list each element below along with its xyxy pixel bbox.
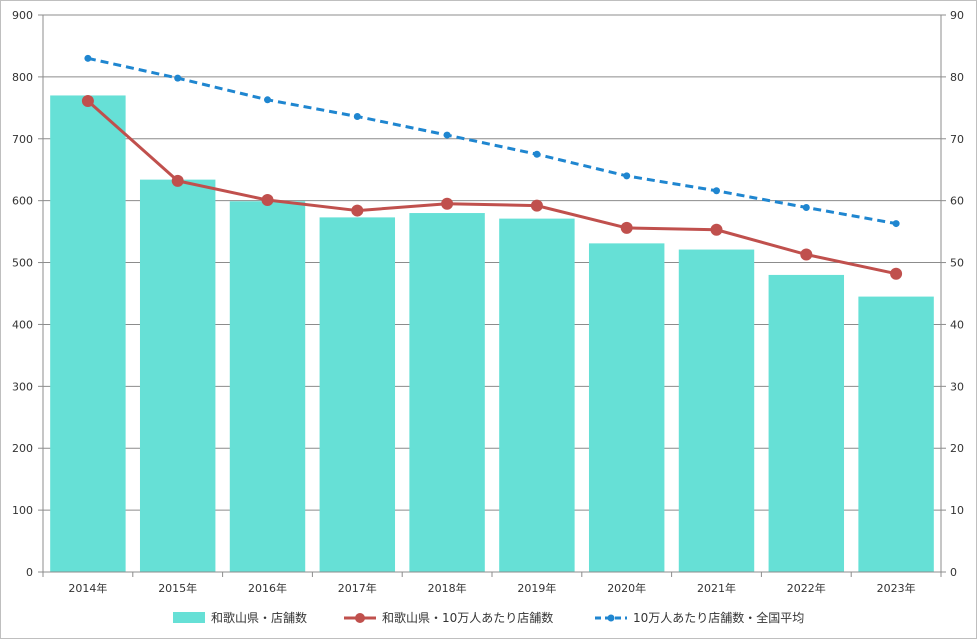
x-tick-label: 2021年 <box>697 581 736 595</box>
line-point <box>802 203 810 211</box>
bar <box>50 95 126 572</box>
y-left-tick-label: 400 <box>12 318 33 331</box>
y-left-tick-label: 800 <box>12 71 33 84</box>
x-tick-label: 2019年 <box>517 581 556 595</box>
legend-label: 10万人あたり店舗数・全国平均 <box>633 610 804 625</box>
x-tick-label: 2023年 <box>877 581 916 595</box>
line-series <box>81 54 903 280</box>
y-right-tick-label: 20 <box>950 442 964 455</box>
y-left-tick-label: 500 <box>12 257 33 270</box>
y-right-tick-label: 10 <box>950 504 964 517</box>
y-left-tick-label: 900 <box>12 9 33 22</box>
legend-label: 和歌山県・店舗数 <box>211 610 307 625</box>
line-point <box>351 204 364 217</box>
y-right-tick-label: 70 <box>950 133 964 146</box>
y-left-tick-label: 300 <box>12 380 33 393</box>
bar-series <box>50 95 934 573</box>
bar <box>319 217 396 573</box>
x-tick-label: 2016年 <box>248 581 287 595</box>
line-point <box>713 187 720 195</box>
y-right-tick-label: 50 <box>950 257 964 270</box>
x-tick-label: 2015年 <box>158 581 197 595</box>
line-point <box>264 96 271 104</box>
legend-label: 和歌山県・10万人あたり店舗数 <box>382 610 553 625</box>
line-point <box>353 112 361 120</box>
y-right-tick-label: 40 <box>950 318 964 331</box>
line-point <box>620 221 633 234</box>
bar <box>409 213 485 573</box>
line-point <box>890 267 903 280</box>
x-tick-label: 2014年 <box>68 581 107 595</box>
bar <box>588 243 665 572</box>
tick-labels: 0 100 200 300 400 500 600 700 800 900 0 10 20 30 40 50 6… <box>12 9 964 595</box>
line-point <box>443 131 451 139</box>
y-left-tick-label: 700 <box>12 133 33 146</box>
bar <box>229 201 306 572</box>
y-left-tick-label: 200 <box>12 442 33 455</box>
y-left-tick-label: 0 <box>26 566 33 579</box>
x-tick-label: 2020年 <box>607 581 646 595</box>
y-right-tick-label: 60 <box>950 195 964 208</box>
line-point <box>623 172 631 180</box>
legend-item: 和歌山県・店舗数 <box>173 610 307 625</box>
x-tick-label: 2022年 <box>787 581 826 595</box>
legend-item: 和歌山県・10万人あたり店舗数 <box>344 610 553 625</box>
y-right-tick-label: 90 <box>950 9 964 22</box>
x-tick-label: 2018年 <box>428 581 467 595</box>
bar <box>858 296 934 572</box>
line-point <box>171 174 184 187</box>
line-point <box>174 74 182 82</box>
bar <box>499 218 575 572</box>
bar <box>768 274 845 572</box>
legend: 和歌山県・店舗数 和歌山県・10万人あたり店舗数 10万人あたり店舗数・全国平均 <box>173 610 804 625</box>
line-point <box>710 223 723 236</box>
y-left-tick-label: 600 <box>12 195 33 208</box>
wakayama-rate-line <box>86 99 897 276</box>
line-point <box>441 197 454 210</box>
y-left-tick-label: 100 <box>12 504 33 517</box>
legend-swatch-marker <box>607 614 615 622</box>
axes <box>38 14 946 577</box>
line-point <box>530 199 543 212</box>
line-point <box>892 220 900 228</box>
line-point <box>81 95 94 108</box>
y-right-tick-label: 80 <box>950 71 964 84</box>
line-point <box>84 54 92 62</box>
bar <box>139 179 216 572</box>
legend-swatch-marker <box>355 613 365 623</box>
line-point <box>261 194 274 207</box>
bar <box>678 249 755 572</box>
line-point <box>800 248 813 261</box>
legend-swatch-bar <box>173 612 205 623</box>
x-tick-label: 2017年 <box>338 581 377 595</box>
y-right-tick-label: 0 <box>950 566 957 579</box>
line-point <box>533 150 541 158</box>
legend-item: 10万人あたり店舗数・全国平均 <box>595 610 804 625</box>
y-right-tick-label: 30 <box>950 380 964 393</box>
